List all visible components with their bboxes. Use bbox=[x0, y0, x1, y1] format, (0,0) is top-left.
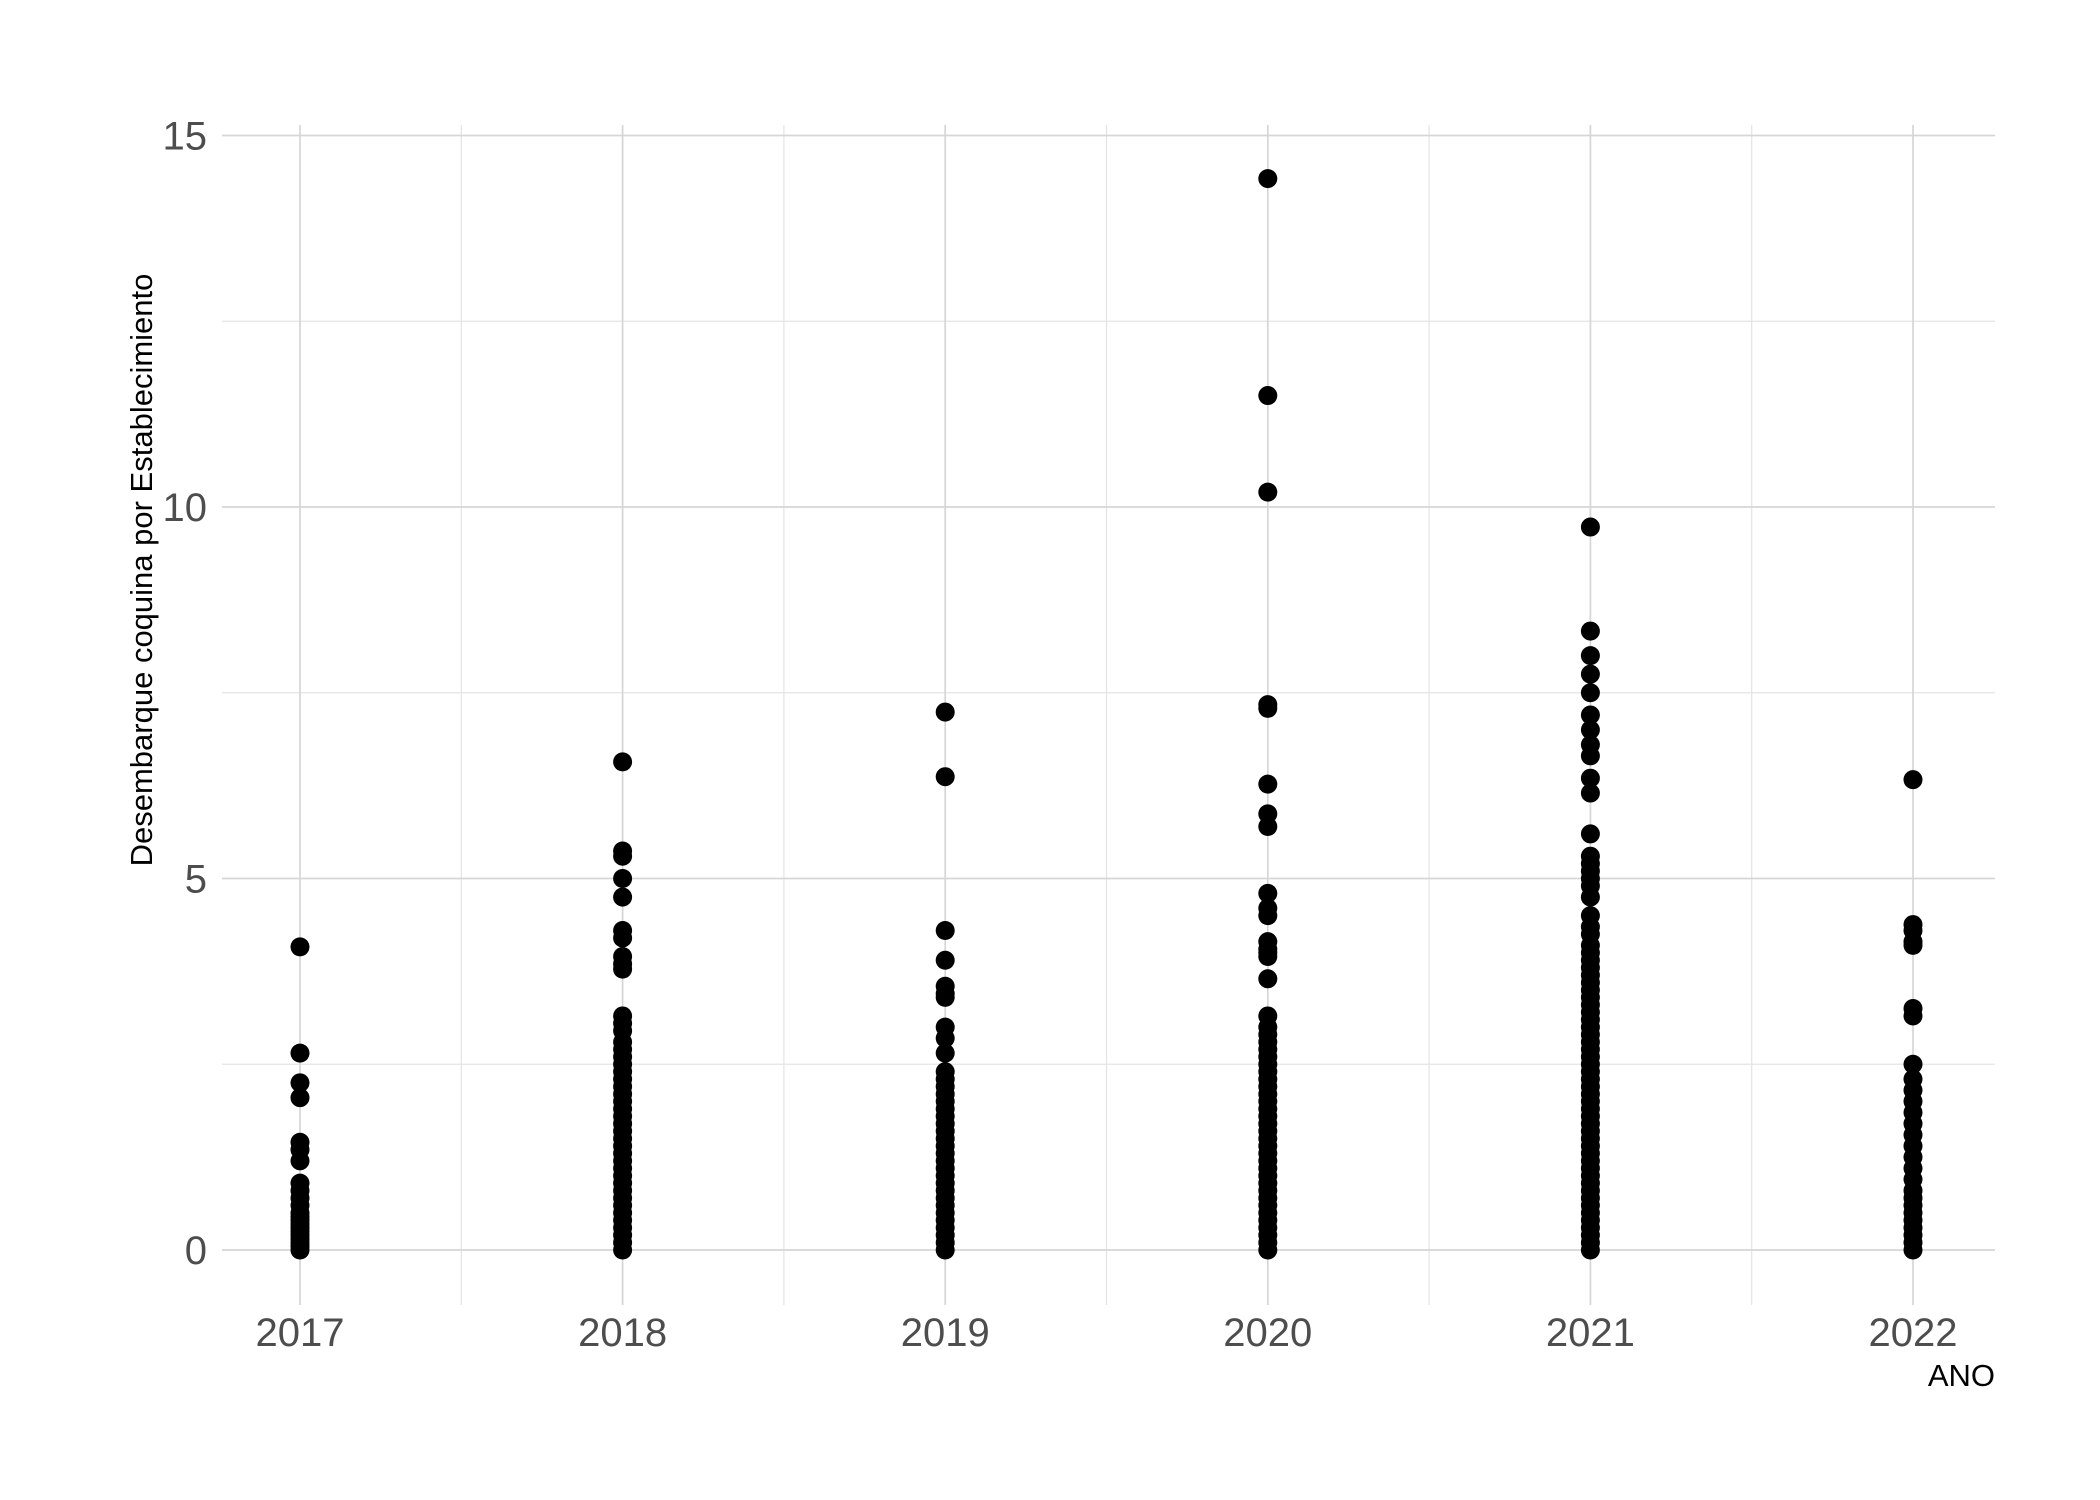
data-point bbox=[1580, 720, 1600, 740]
x-tick-label: 2017 bbox=[256, 1311, 345, 1355]
data-point bbox=[290, 1043, 310, 1063]
data-point bbox=[290, 1240, 310, 1260]
x-tick-label: 2019 bbox=[901, 1311, 990, 1355]
data-point bbox=[1258, 816, 1278, 836]
data-point bbox=[290, 937, 310, 957]
data-point bbox=[935, 1240, 955, 1260]
data-point bbox=[1903, 770, 1923, 790]
data-point bbox=[1903, 1054, 1923, 1074]
data-point bbox=[1258, 774, 1278, 794]
data-point bbox=[1580, 646, 1600, 666]
data-point bbox=[1580, 783, 1600, 803]
data-point bbox=[935, 1028, 955, 1048]
data-point bbox=[1580, 664, 1600, 684]
y-tick-label: 15 bbox=[163, 115, 208, 159]
data-point bbox=[1258, 906, 1278, 926]
data-point bbox=[935, 767, 955, 787]
y-tick-label: 10 bbox=[163, 486, 208, 530]
data-point bbox=[613, 959, 633, 979]
data-point bbox=[613, 752, 633, 772]
data-point bbox=[935, 987, 955, 1007]
data-point bbox=[1258, 482, 1278, 502]
data-point bbox=[1258, 969, 1278, 989]
data-point bbox=[290, 1151, 310, 1171]
data-point bbox=[1580, 887, 1600, 907]
y-tick-label: 0 bbox=[185, 1229, 207, 1273]
data-point bbox=[1258, 947, 1278, 967]
data-point bbox=[613, 846, 633, 866]
data-point bbox=[290, 1073, 310, 1093]
data-point bbox=[1580, 621, 1600, 641]
data-point bbox=[1258, 883, 1278, 903]
x-tick-label: 2021 bbox=[1546, 1311, 1635, 1355]
y-tick-label: 5 bbox=[185, 858, 207, 902]
data-point bbox=[935, 950, 955, 970]
data-point bbox=[1580, 1240, 1600, 1260]
data-point bbox=[1258, 169, 1278, 189]
tick-labels: 0 5 10 15 2017 2018 2019 2020 2021 2022 bbox=[163, 115, 1958, 1356]
data-point bbox=[1258, 386, 1278, 406]
data-point bbox=[290, 1088, 310, 1108]
data-point bbox=[1903, 935, 1923, 955]
data-point bbox=[1580, 683, 1600, 703]
y-axis-title: Desembarque coquina por Establecimiento bbox=[124, 274, 159, 867]
x-tick-label: 2022 bbox=[1869, 1311, 1958, 1355]
x-axis-title: ANO bbox=[1928, 1358, 1995, 1393]
data-point bbox=[1580, 746, 1600, 766]
data-point bbox=[1258, 698, 1278, 718]
grid-lines bbox=[222, 125, 1995, 1305]
data-point bbox=[1580, 705, 1600, 725]
data-point bbox=[935, 702, 955, 722]
data-point bbox=[935, 1043, 955, 1063]
data-point bbox=[1580, 768, 1600, 788]
data-point bbox=[613, 928, 633, 948]
data-point bbox=[613, 887, 633, 907]
x-tick-label: 2018 bbox=[578, 1311, 667, 1355]
data-point bbox=[613, 1240, 633, 1260]
data-points bbox=[290, 169, 1923, 1260]
data-point bbox=[1580, 824, 1600, 844]
x-tick-label: 2020 bbox=[1223, 1311, 1312, 1355]
data-point bbox=[613, 869, 633, 888]
data-point bbox=[935, 921, 955, 941]
data-point bbox=[1903, 1240, 1923, 1260]
data-point bbox=[1903, 1006, 1923, 1026]
data-point bbox=[1580, 517, 1600, 537]
data-point bbox=[1258, 1240, 1278, 1260]
